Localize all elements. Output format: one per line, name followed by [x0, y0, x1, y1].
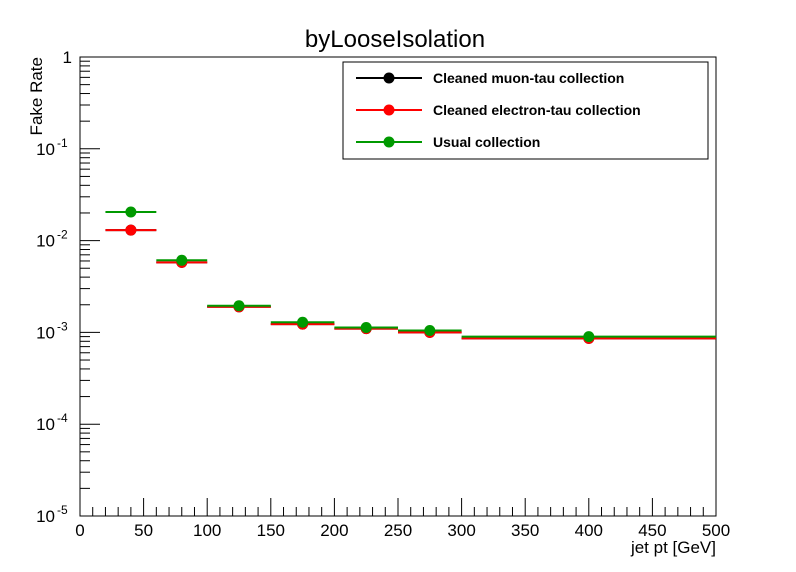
y-tick-label: 10: [36, 140, 55, 159]
legend-marker-muon-tau: [383, 72, 395, 84]
data-point-2-0: [125, 206, 137, 218]
legend-entry-muon-tau: Cleaned muon-tau collection: [356, 70, 624, 86]
chart-title: byLooseIsolation: [305, 26, 485, 53]
legend-label-usual: Usual collection: [433, 134, 540, 150]
y-tick-label: 10: [36, 232, 55, 251]
data-point-1-0: [125, 224, 137, 236]
y-tick-label: 10: [36, 415, 55, 434]
data-point-2-6: [583, 331, 595, 343]
x-tick-label: 300: [447, 521, 475, 540]
y-axis-tick-labels: 10 -510 -410 -310 -210 -11: [36, 48, 72, 526]
series-1: [105, 224, 716, 344]
y-tick-label-exponent: -5: [57, 503, 68, 517]
data-point-2-4: [360, 322, 372, 334]
y-tick-label: 1: [63, 48, 72, 67]
x-axis-ticks: [79, 498, 717, 516]
x-tick-label: 450: [638, 521, 666, 540]
y-axis-label: Fake Rate: [27, 57, 46, 135]
x-tick-label: 150: [257, 521, 285, 540]
legend-marker-usual: [383, 136, 395, 148]
y-axis-ticks: [80, 56, 100, 517]
legend-label-muon-tau: Cleaned muon-tau collection: [433, 70, 624, 86]
y-tick-label-exponent: -4: [57, 411, 68, 425]
y-tick-label-exponent: -1: [57, 136, 68, 150]
x-tick-label: 100: [193, 521, 221, 540]
x-tick-label: 0: [75, 521, 84, 540]
x-axis-tick-labels: 0 50 100 150 200 250 300 350 400 450 500: [75, 521, 730, 540]
legend-entry-electron-tau: Cleaned electron-tau collection: [356, 102, 641, 118]
x-tick-label: 200: [320, 521, 348, 540]
data-point-2-2: [233, 300, 245, 312]
y-tick-label-exponent: -2: [57, 228, 68, 242]
data-point-2-1: [176, 254, 188, 266]
x-axis-label: jet pt [GeV]: [630, 538, 716, 557]
x-tick-label: 50: [134, 521, 153, 540]
y-tick-label: 10: [36, 507, 55, 526]
x-tick-label: 250: [384, 521, 412, 540]
y-tick-label: 10: [36, 323, 55, 342]
x-tick-label: 500: [702, 521, 730, 540]
legend-label-electron-tau: Cleaned electron-tau collection: [433, 102, 641, 118]
x-tick-label: 400: [575, 521, 603, 540]
data-series: [105, 206, 716, 344]
x-tick-label: 350: [511, 521, 539, 540]
data-point-2-3: [297, 316, 309, 328]
data-point-2-5: [424, 324, 436, 336]
y-tick-label-exponent: -3: [57, 319, 68, 333]
series-2: [105, 206, 716, 343]
legend-entry-usual: Usual collection: [356, 134, 540, 150]
legend-marker-electron-tau: [383, 104, 395, 116]
legend: Cleaned muon-tau collection Cleaned elec…: [342, 61, 709, 160]
series-0: [105, 224, 716, 344]
